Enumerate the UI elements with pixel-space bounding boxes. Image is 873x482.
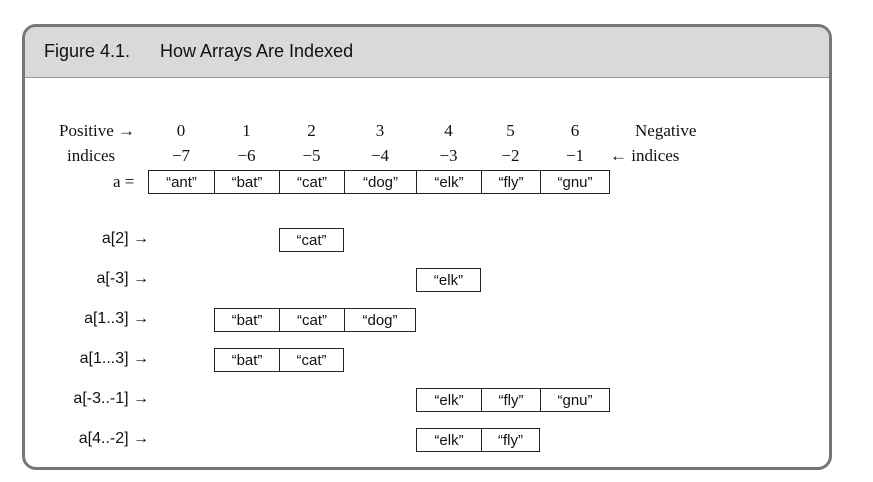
positive-index: 0 [176,121,186,140]
slice-cell: “elk” [416,268,481,292]
positive-index: 5 [506,121,515,140]
figure-title: How Arrays Are Indexed [160,41,354,61]
array-cell: “dog” [344,170,417,194]
array-cell: “cat” [279,170,345,194]
negative-index: −4 [370,146,390,165]
array-cell: “ant” [148,170,215,194]
slice-cell: “elk” [416,428,482,452]
slice-cell: “fly” [481,428,540,452]
negative-index: −6 [237,146,256,165]
slice-cell: “dog” [344,308,416,332]
figure-label: Figure 4.1. [44,41,131,61]
array-cell: “fly” [481,170,541,194]
positive-index: 4 [444,121,453,140]
slice-expression: a[1...3] → [79,350,149,367]
slice-cell: “cat” [279,308,345,332]
slice-cell: “elk” [416,388,482,412]
slice-cell: “gnu” [540,388,610,412]
slice-expression: a[-3] → [96,270,149,287]
array-cell: “elk” [416,170,482,194]
negative-indices-label: ← indices [610,146,680,165]
slice-expression: a[4..-2] → [78,430,149,447]
negative-index: −2 [501,146,520,165]
array-cell: “gnu” [540,170,610,194]
slice-expression: a[1..3] → [84,310,149,327]
positive-index: 6 [570,121,580,140]
figure-header: Figure 4.1. How Arrays Are Indexed [25,27,829,78]
slice-cell: “bat” [214,308,280,332]
slice-cell: “fly” [481,388,541,412]
slice-expression: a[-3..-1] → [73,390,149,407]
array-label: a = [113,172,135,191]
slice-expression: a[2] → [101,230,149,247]
negative-index: −1 [565,146,585,165]
positive-index: 1 [242,121,251,140]
slice-cell: “bat” [214,348,280,372]
positive-indices-label: indices [67,146,116,165]
positive-index: 2 [307,121,316,140]
figure-frame: Figure 4.1. How Arrays Are Indexed Posit… [22,24,832,470]
negative-label: Negative [635,121,697,140]
negative-index: −7 [171,146,191,165]
slice-cell: “cat” [279,228,344,252]
slice-cell: “cat” [279,348,344,372]
negative-index: −3 [439,146,458,165]
negative-index: −5 [302,146,321,165]
positive-index: 3 [375,121,385,140]
array-cell: “bat” [214,170,280,194]
positive-label: Positive → [59,121,136,140]
